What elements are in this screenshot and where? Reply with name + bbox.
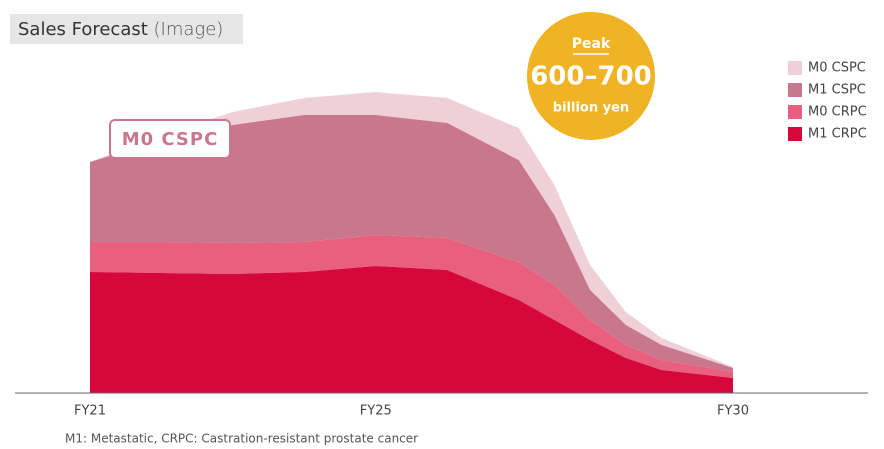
annotation-box — [109, 119, 231, 159]
legend-label: M0 CRPC — [808, 105, 867, 120]
legend-label: M1 CRPC — [808, 127, 867, 142]
legend-swatch — [788, 83, 802, 97]
title-box — [10, 14, 243, 44]
footnote: M1: Metastatic, CRPC: Castration-resista… — [65, 432, 418, 446]
badge-unit: billion yen — [553, 101, 629, 116]
x-tick-label: FY30 — [717, 404, 749, 419]
area — [90, 115, 733, 372]
badge — [527, 12, 655, 140]
badge-value: 600–700 — [530, 62, 652, 92]
badge-heading: Peak — [572, 36, 611, 52]
legend-swatch — [788, 127, 802, 141]
legend-label: M1 CSPC — [808, 83, 866, 98]
subtitle-text: (Image) — [154, 19, 224, 40]
x-tick-label: FY25 — [360, 404, 392, 419]
legend-swatch — [788, 61, 802, 75]
areas — [90, 92, 733, 393]
legend-swatch — [788, 105, 802, 119]
annotation: M0 CSPC — [122, 129, 219, 150]
title-text: Sales Forecast — [18, 19, 148, 40]
legend-label: M0 CSPC — [808, 61, 866, 76]
x-tick-label: FY21 — [74, 404, 106, 419]
chart-title: Sales Forecast (Image) — [18, 19, 223, 40]
area — [90, 266, 733, 393]
area — [90, 235, 733, 378]
